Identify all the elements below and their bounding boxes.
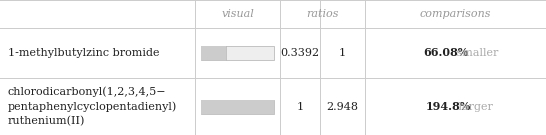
- Text: chlorodicarbonyl(1,2,3,4,5−
pentaphenylcyclopentadienyl)
ruthenium(II): chlorodicarbonyl(1,2,3,4,5− pentaphenylc…: [8, 87, 177, 126]
- Text: 2.948: 2.948: [327, 102, 359, 112]
- Text: ratios: ratios: [306, 9, 339, 19]
- Text: 1: 1: [296, 102, 304, 112]
- Text: smaller: smaller: [453, 48, 498, 58]
- Text: 66.08%: 66.08%: [423, 48, 468, 58]
- Text: 194.8%: 194.8%: [425, 101, 471, 112]
- Bar: [201, 46, 225, 60]
- Text: visual: visual: [221, 9, 254, 19]
- Text: 1: 1: [339, 48, 346, 58]
- Text: 0.3392: 0.3392: [281, 48, 319, 58]
- Bar: [201, 99, 274, 114]
- Text: 1-methylbutylzinc bromide: 1-methylbutylzinc bromide: [8, 48, 159, 58]
- Text: larger: larger: [455, 102, 493, 112]
- Text: comparisons: comparisons: [420, 9, 491, 19]
- Bar: [201, 99, 274, 114]
- Bar: [201, 46, 274, 60]
